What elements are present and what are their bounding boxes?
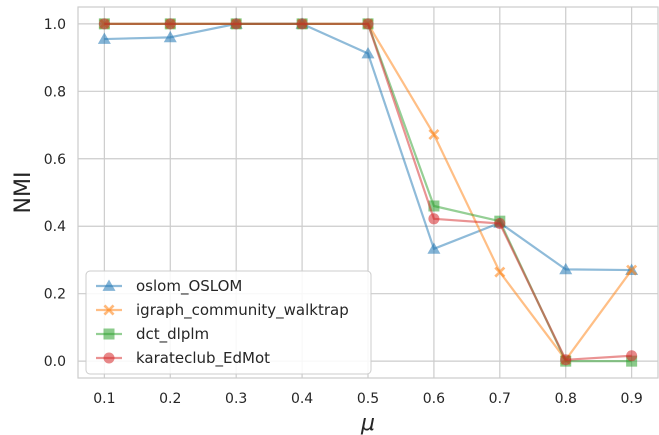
y-tick-label: 1.0 [44, 17, 66, 33]
legend-item: igraph_community_walktrap [96, 301, 349, 320]
plot-area: 0.1 0.2 0.3 0.4 0.5 0.6 0.7 0.8 0.9 0.0 0.2 0.4 0.6 0… [44, 6, 659, 407]
y-tick-label: 0.4 [44, 219, 66, 235]
x-tick-label: 0.1 [93, 391, 115, 407]
data-point [626, 264, 638, 276]
x-tick-label: 0.8 [555, 391, 577, 407]
y-tick-label: 0.0 [44, 354, 66, 370]
x-tick-label: 0.6 [423, 391, 445, 407]
data-point [230, 18, 242, 30]
x-tick-label: 0.3 [225, 391, 247, 407]
data-point [361, 47, 375, 59]
data-point [428, 128, 440, 140]
data-point [494, 218, 506, 230]
legend-item: dct_dlplm [96, 325, 209, 344]
data-point [164, 18, 176, 30]
legend-label: dct_dlplm [136, 325, 209, 344]
x-tick-label: 0.5 [357, 391, 379, 407]
legend-marker [103, 304, 115, 316]
legend-label: karateclub_EdMot [136, 349, 270, 368]
data-point [163, 30, 177, 43]
data-point [626, 350, 638, 362]
x-tick-label: 0.2 [159, 391, 181, 407]
legend-marker [103, 352, 115, 364]
legend-marker [102, 279, 116, 291]
y-axis-label: NMI [11, 172, 36, 214]
x-tick-label: 0.7 [489, 391, 511, 407]
x-axis-label: μ [360, 411, 375, 435]
data-point [97, 32, 111, 44]
legend-label: igraph_community_walktrap [136, 301, 349, 320]
data-point [428, 213, 440, 225]
legend-box [85, 270, 372, 375]
data-point [362, 18, 374, 30]
x-tick-label: 0.9 [621, 391, 643, 407]
y-tick-label: 0.2 [44, 287, 66, 303]
x-tick-label: 0.4 [291, 391, 313, 407]
legend-marker [103, 328, 115, 340]
data-point [559, 262, 573, 275]
data-point [296, 18, 308, 30]
plot-frame [77, 6, 659, 379]
legend: oslom_OSLOM igraph_community_walktrap dct_… [85, 270, 372, 375]
legend-label: oslom_OSLOM [136, 277, 242, 296]
data-point [427, 242, 441, 254]
legend-item: karateclub_EdMot [96, 349, 270, 368]
series-karateclub_EdMot [98, 18, 638, 366]
y-tick-label: 0.8 [44, 84, 66, 100]
legend-item: oslom_OSLOM [96, 277, 242, 296]
y-tick-label: 0.6 [44, 152, 66, 168]
data-point [428, 200, 440, 212]
data-point [560, 354, 572, 366]
data-point [494, 266, 506, 278]
data-point [98, 18, 110, 30]
